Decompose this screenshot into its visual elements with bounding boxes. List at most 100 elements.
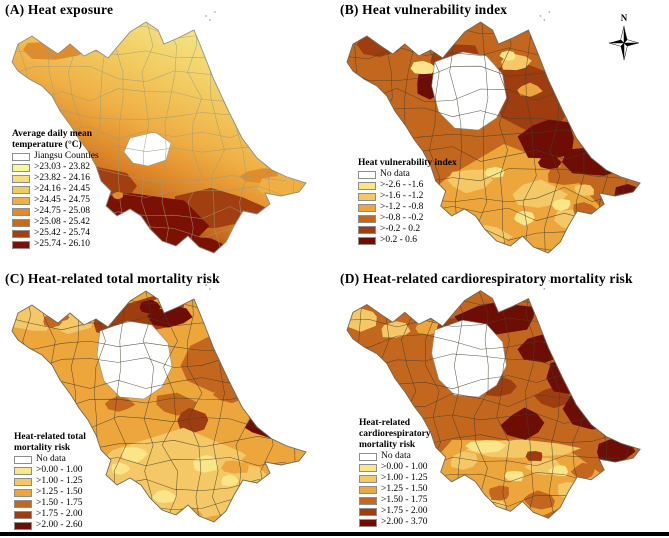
legend-swatch: [14, 499, 32, 508]
legend-swatch: [14, 466, 32, 475]
legend-item: >1.00 - 1.25: [359, 473, 431, 484]
legend-item: >-0.8 - -0.2: [358, 213, 457, 224]
legend-swatch: [358, 225, 376, 234]
legend-item: No data: [14, 454, 86, 465]
legend-item: No data: [358, 169, 457, 180]
legend-title-line: mortality risk: [359, 440, 416, 450]
legend-a-temperature: Average daily mean temperature (°C) Jiangs…: [12, 129, 99, 250]
legend-title-line: Average daily mean: [12, 129, 93, 139]
north-arrow: N: [601, 14, 647, 70]
legend-item: >-2.6 - -1.6: [358, 180, 457, 191]
legend-item-label: >-1.2 - -0.8: [380, 202, 424, 212]
legend-item: >1.25 - 1.50: [14, 487, 86, 498]
legend-item-label: >1.50 - 1.75: [36, 498, 83, 508]
legend-item-label: >-2.6 - -1.6: [380, 180, 424, 190]
north-arrow-label: N: [620, 13, 628, 23]
panel-b-title: (B) Heat vulnerability index: [340, 2, 508, 17]
compass-star-icon: [608, 25, 640, 61]
legend-item: >23.03 - 23.82: [12, 162, 99, 173]
legend-item: >25.42 - 25.74: [12, 228, 99, 239]
legend-swatch: [359, 518, 377, 527]
legend-item: Jiangsu Counties: [12, 151, 99, 162]
legend-item: >-0.2 - 0.2: [358, 224, 457, 235]
legend-item-label: >1.25 - 1.50: [381, 484, 428, 494]
legend-swatch: [359, 485, 377, 494]
legend-swatch: [358, 170, 376, 179]
legend-item-label: >25.42 - 25.74: [34, 228, 91, 238]
legend-b-vulnerability: Heat vulnerability index No data >-2.6 - -…: [358, 158, 457, 246]
legend-swatch: [359, 452, 377, 461]
legend-item: >2.00 - 2.60: [14, 520, 86, 531]
legend-item: >24.45 - 24.75: [12, 195, 99, 206]
legend-title-line: Heat-related: [359, 418, 410, 428]
legend-swatch: [14, 488, 32, 497]
legend-swatch: [12, 163, 30, 172]
panel-c-title: (C) Heat-related total mortality risk: [5, 271, 220, 286]
legend-item-label: >23.82 - 24.16: [34, 173, 91, 183]
legend-item: >24.75 - 25.08: [12, 206, 99, 217]
legend-swatch: [14, 510, 32, 519]
legend-swatch: [12, 207, 30, 216]
legend-item: >1.00 - 1.25: [14, 476, 86, 487]
legend-item: >25.74 - 26.10: [12, 239, 99, 250]
legend-item-label: >2.00 - 2.60: [36, 520, 83, 530]
legend-item-label: >0.00 - 1.00: [381, 462, 428, 472]
legend-swatch: [12, 196, 30, 205]
legend-swatch: [359, 463, 377, 472]
legend-item-label: >24.75 - 25.08: [34, 206, 91, 216]
legend-item-label: >1.50 - 1.75: [381, 495, 428, 505]
legend-item: >-1.6 - -1.2: [358, 191, 457, 202]
panel-d-cardiorespiratory-mortality-risk: (D) Heat-related cardiorespiratory morta…: [335, 269, 669, 534]
legend-item-label: >1.75 - 2.00: [36, 509, 83, 519]
legend-item-label: No data: [36, 454, 66, 464]
legend-d-cardiorespiratory-mortality: Heat-related cardiorespiratory mortality r…: [359, 418, 431, 528]
legend-item: >1.50 - 1.75: [359, 495, 431, 506]
legend-item-label: >1.75 - 2.00: [381, 506, 428, 516]
legend-swatch: [14, 477, 32, 486]
panel-d-title: (D) Heat-related cardiorespiratory morta…: [340, 271, 633, 286]
legend-item-label: >1.25 - 1.50: [36, 487, 83, 497]
map-b-jiangsu-vulnerability: [335, 0, 669, 269]
legend-swatch: [359, 474, 377, 483]
legend-title-line: temperature (°C): [12, 140, 82, 150]
legend-item-label: >25.08 - 25.42: [34, 217, 91, 227]
legend-item-label: >0.00 - 1.00: [36, 465, 83, 475]
legend-item: >1.25 - 1.50: [359, 484, 431, 495]
panel-c-total-mortality-risk: (C) Heat-related total mortality risk He…: [0, 269, 335, 538]
legend-swatch: [359, 496, 377, 505]
legend-item-label: No data: [381, 451, 411, 461]
legend-item-label: >2.00 - 3.70: [381, 517, 428, 527]
legend-item-label: >24.45 - 24.75: [34, 195, 91, 205]
legend-item: >0.2 - 0.6: [358, 235, 457, 246]
legend-title-line: Heat-related total: [14, 432, 86, 442]
panel-a-title: (A) Heat exposure: [5, 2, 114, 17]
legend-item-label: >23.03 - 23.82: [34, 162, 91, 172]
legend-swatch: [358, 203, 376, 212]
legend-item: >2.00 - 3.70: [359, 517, 431, 528]
legend-item-label: No data: [380, 169, 410, 179]
legend-item-label: >1.00 - 1.25: [381, 473, 428, 483]
legend-swatch: [12, 174, 30, 183]
legend-item: >25.08 - 25.42: [12, 217, 99, 228]
legend-item-label: >25.74 - 26.10: [34, 239, 91, 249]
legend-swatch: [12, 152, 30, 161]
legend-swatch: [12, 185, 30, 194]
map-a-jiangsu-temperature: [0, 0, 335, 269]
legend-item: >0.00 - 1.00: [14, 465, 86, 476]
legend-swatch: [358, 192, 376, 201]
legend-title-line: cardiorespiratory: [359, 429, 431, 439]
legend-item: >1.75 - 2.00: [14, 509, 86, 520]
legend-swatch: [12, 240, 30, 249]
legend-item: No data: [359, 451, 431, 462]
legend-item: >-1.2 - -0.8: [358, 202, 457, 213]
legend-item-label: >-1.6 - -1.2: [380, 191, 424, 201]
legend-item: >23.82 - 24.16: [12, 173, 99, 184]
legend-item: >1.50 - 1.75: [14, 498, 86, 509]
legend-title-line: mortality risk: [14, 443, 71, 453]
legend-item-label: >-0.2 - 0.2: [380, 224, 421, 234]
figure-bottom-border: [0, 532, 669, 536]
legend-title-line: Heat vulnerability index: [358, 158, 457, 168]
legend-swatch: [14, 455, 32, 464]
legend-swatch: [12, 229, 30, 238]
legend-item-label: Jiangsu Counties: [34, 151, 99, 161]
